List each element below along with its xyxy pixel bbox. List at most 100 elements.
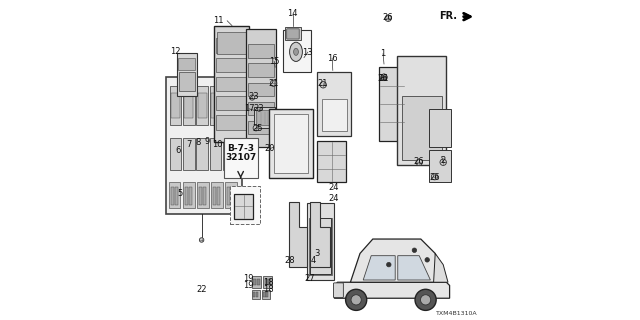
Bar xyxy=(248,44,274,58)
Bar xyxy=(225,93,234,118)
Text: 11: 11 xyxy=(213,16,224,25)
Circle shape xyxy=(420,295,431,305)
Text: 1: 1 xyxy=(380,49,386,58)
Bar xyxy=(169,182,180,208)
Text: 5: 5 xyxy=(177,189,182,198)
Bar xyxy=(310,218,332,275)
Circle shape xyxy=(271,80,277,86)
Text: TXM4B1310A: TXM4B1310A xyxy=(436,311,477,316)
Bar xyxy=(322,99,347,131)
Bar xyxy=(227,187,230,205)
Text: 25: 25 xyxy=(252,124,263,132)
Ellipse shape xyxy=(294,48,298,55)
Text: 13: 13 xyxy=(303,48,313,57)
Bar xyxy=(264,276,273,288)
Bar xyxy=(402,96,442,160)
Text: 26: 26 xyxy=(414,157,424,166)
Text: 3: 3 xyxy=(314,249,319,258)
Bar xyxy=(196,86,208,125)
Circle shape xyxy=(387,262,391,267)
Bar xyxy=(231,187,234,205)
Bar xyxy=(183,182,195,208)
Text: 24: 24 xyxy=(328,194,339,203)
Text: 20: 20 xyxy=(264,144,275,153)
Text: 21: 21 xyxy=(268,79,279,88)
Bar xyxy=(248,83,274,96)
Text: 23: 23 xyxy=(254,104,264,113)
Circle shape xyxy=(257,108,261,111)
Text: B-7-3: B-7-3 xyxy=(227,144,254,153)
Bar xyxy=(211,93,220,118)
Bar xyxy=(429,150,451,182)
Bar xyxy=(268,279,271,285)
Text: 24: 24 xyxy=(328,183,339,192)
Bar xyxy=(252,276,261,288)
Bar xyxy=(216,96,246,110)
Bar xyxy=(216,58,246,72)
Bar xyxy=(178,58,195,70)
Bar xyxy=(248,102,274,115)
Text: 28: 28 xyxy=(284,256,295,265)
Text: 7: 7 xyxy=(186,140,191,149)
Bar xyxy=(269,109,313,178)
Bar xyxy=(170,187,174,205)
Bar xyxy=(216,77,246,91)
Bar xyxy=(253,279,256,285)
Bar xyxy=(223,86,235,125)
Bar xyxy=(246,29,276,147)
Bar xyxy=(256,292,259,297)
Text: 12: 12 xyxy=(170,47,180,56)
Bar xyxy=(274,114,308,173)
Bar xyxy=(216,38,246,53)
Bar xyxy=(307,203,335,280)
Text: 18: 18 xyxy=(264,278,274,287)
Circle shape xyxy=(320,82,326,88)
Bar xyxy=(248,63,274,77)
Circle shape xyxy=(250,95,255,100)
Bar xyxy=(197,182,209,208)
Circle shape xyxy=(431,173,438,180)
Bar xyxy=(252,290,260,299)
Bar xyxy=(210,86,221,125)
Circle shape xyxy=(425,258,429,262)
Circle shape xyxy=(200,238,204,242)
Circle shape xyxy=(381,74,387,80)
Bar xyxy=(196,138,208,170)
Circle shape xyxy=(346,289,367,310)
FancyBboxPatch shape xyxy=(287,29,300,39)
Text: 26: 26 xyxy=(429,173,440,182)
Bar xyxy=(210,138,221,170)
Circle shape xyxy=(416,159,422,165)
Bar xyxy=(291,251,297,256)
Bar xyxy=(175,187,178,205)
Circle shape xyxy=(385,15,391,21)
Bar xyxy=(183,86,195,125)
Polygon shape xyxy=(434,253,448,282)
FancyBboxPatch shape xyxy=(333,283,344,298)
Text: 26: 26 xyxy=(378,74,388,83)
Bar xyxy=(248,121,274,134)
Circle shape xyxy=(412,248,417,252)
Bar xyxy=(230,186,260,224)
FancyArrowPatch shape xyxy=(464,14,470,20)
Circle shape xyxy=(381,74,387,81)
Bar xyxy=(184,187,188,205)
Bar xyxy=(224,138,258,178)
Bar xyxy=(183,138,195,170)
Bar xyxy=(283,30,312,72)
Bar xyxy=(256,110,274,125)
Text: 4: 4 xyxy=(310,256,316,265)
Text: 27: 27 xyxy=(305,274,315,283)
Bar xyxy=(179,72,195,91)
Text: 14: 14 xyxy=(287,9,298,18)
Text: 15: 15 xyxy=(269,57,279,66)
Text: 26: 26 xyxy=(383,13,394,22)
Bar xyxy=(198,93,207,118)
Bar xyxy=(397,56,447,165)
Bar xyxy=(170,86,181,125)
Bar xyxy=(184,93,193,118)
Circle shape xyxy=(415,289,436,310)
Text: 21: 21 xyxy=(378,74,388,83)
Bar xyxy=(217,32,246,54)
Bar xyxy=(253,292,255,297)
